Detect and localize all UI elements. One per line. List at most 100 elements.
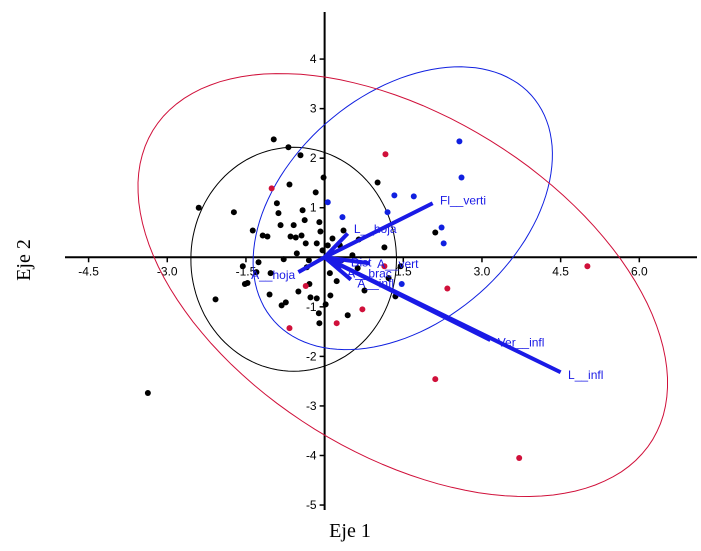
point — [230, 209, 237, 216]
point — [290, 222, 297, 229]
point — [458, 174, 465, 181]
point — [287, 233, 294, 240]
vector-label: Ver__infl — [498, 336, 545, 350]
point — [329, 235, 336, 242]
vector-label: L__hoja — [354, 222, 397, 236]
ellipse — [137, 73, 668, 498]
ellipse — [190, 146, 398, 372]
ellipse — [252, 66, 553, 351]
point — [305, 257, 312, 264]
point — [438, 224, 445, 231]
vector-label: A__infl — [357, 276, 394, 290]
point — [315, 310, 322, 317]
y-tick-label: -2 — [306, 349, 317, 363]
point — [249, 227, 256, 234]
y-tick-label: -3 — [306, 399, 317, 413]
vector — [297, 255, 326, 274]
vector-label: L__infl — [568, 368, 603, 382]
point — [359, 306, 366, 313]
vector-label: A__brac — [347, 266, 392, 280]
point — [456, 138, 463, 145]
point — [584, 263, 591, 270]
point — [320, 174, 327, 181]
point — [326, 270, 333, 277]
vector — [323, 255, 342, 272]
x-tick-label: -3.0 — [157, 264, 178, 278]
point — [319, 247, 326, 254]
point — [339, 214, 346, 221]
point — [255, 259, 262, 266]
vector — [323, 201, 434, 260]
point — [382, 151, 389, 158]
point — [267, 270, 274, 277]
point — [324, 242, 331, 249]
point — [349, 252, 356, 259]
x-tick-label: -4.5 — [78, 264, 99, 278]
point — [440, 240, 447, 247]
vector-label: A__vert — [377, 257, 419, 271]
x-axis-label: Eje 1 — [329, 520, 371, 542]
point — [282, 299, 289, 306]
point — [266, 291, 273, 298]
point — [432, 229, 439, 236]
y-axis-label: Eje 2 — [13, 239, 35, 281]
point — [333, 278, 340, 285]
point — [280, 256, 287, 263]
point — [293, 250, 300, 257]
point — [297, 152, 304, 159]
y-tick-label: -1 — [306, 300, 317, 314]
point — [285, 144, 292, 151]
point — [374, 179, 381, 186]
y-tick-label: -5 — [306, 498, 317, 512]
point — [344, 312, 351, 319]
point — [286, 325, 293, 332]
point — [391, 192, 398, 199]
point — [324, 199, 331, 206]
point — [298, 232, 305, 239]
point — [444, 285, 451, 292]
point — [212, 296, 219, 303]
point — [381, 244, 388, 251]
point — [410, 193, 417, 200]
point — [270, 136, 277, 143]
y-tick-label: 1 — [310, 201, 317, 215]
y-tick-label: 4 — [310, 52, 317, 66]
y-tick-label: 2 — [310, 151, 317, 165]
point — [286, 181, 293, 188]
point — [278, 302, 285, 309]
point — [302, 283, 309, 290]
point — [268, 185, 275, 192]
point — [327, 292, 334, 299]
point — [313, 240, 320, 247]
point — [333, 320, 340, 327]
x-tick-label: 3.0 — [474, 264, 491, 278]
point — [144, 390, 151, 397]
x-tick-label: 4.5 — [552, 264, 569, 278]
point — [253, 269, 260, 276]
point — [340, 227, 347, 234]
point — [398, 281, 405, 288]
point — [313, 295, 320, 302]
point — [317, 228, 324, 235]
point — [239, 263, 246, 270]
point — [275, 210, 282, 217]
point — [361, 287, 368, 294]
point — [299, 207, 306, 214]
point — [264, 233, 271, 240]
point — [354, 265, 361, 272]
point — [302, 240, 309, 247]
vector — [323, 255, 492, 342]
vector-label: Fl__verti — [440, 194, 486, 208]
y-tick-label: -4 — [306, 448, 317, 462]
point — [385, 275, 392, 282]
point — [273, 200, 280, 207]
vector-label: A__hoja — [251, 268, 295, 282]
point — [316, 320, 323, 327]
point — [295, 288, 302, 295]
point — [312, 189, 319, 196]
point — [397, 263, 404, 270]
point — [322, 301, 329, 308]
point — [259, 232, 266, 239]
